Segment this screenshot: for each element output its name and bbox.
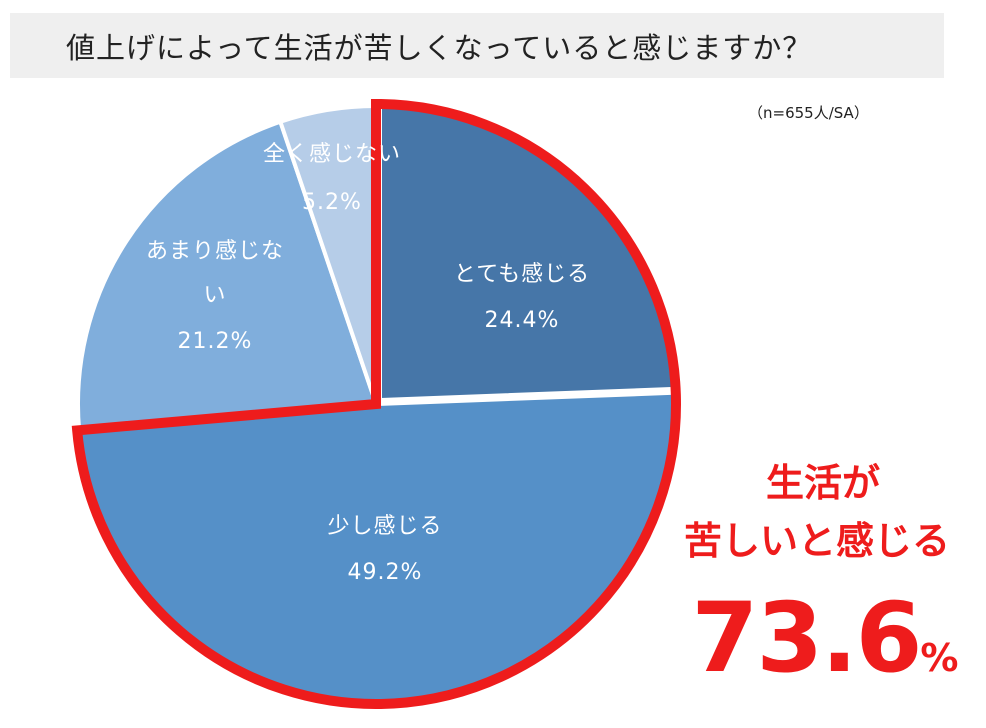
slice-3: [76, 119, 378, 433]
callout-number: 73.6: [691, 582, 923, 694]
highlight-layer: [71, 98, 681, 709]
slice-2: [77, 390, 676, 705]
slice-1-value-label: 24.4%: [485, 308, 560, 333]
callout-line2: 苦しいと感じる: [683, 519, 950, 563]
slice-2-value-label: 49.2%: [348, 560, 423, 585]
slice-4-category-label: 全く感じない: [263, 142, 401, 167]
callout-line1: 生活が: [765, 461, 880, 505]
title-bar: 値上げによって生活が苦しくなっていると感じますか？: [10, 13, 944, 78]
chart-title: 値上げによって生活が苦しくなっていると感じますか？: [66, 31, 813, 65]
sample-size-note: （n=655人/SA）: [748, 104, 869, 122]
slice-4-value-label: 5.2%: [302, 190, 362, 215]
callout-value: 73.6%: [690, 582, 960, 694]
highlight-outline: [71, 98, 681, 709]
slice-2-category-label: 少し感じる: [327, 514, 442, 539]
slice-3-value-label: 21.2%: [178, 329, 253, 354]
slice-3-category-label: い: [203, 283, 226, 308]
slice-3-category-label: あまり感じな: [146, 239, 284, 264]
callout-unit: %: [920, 636, 959, 680]
slice-1-category-label: とても感じる: [454, 262, 590, 287]
